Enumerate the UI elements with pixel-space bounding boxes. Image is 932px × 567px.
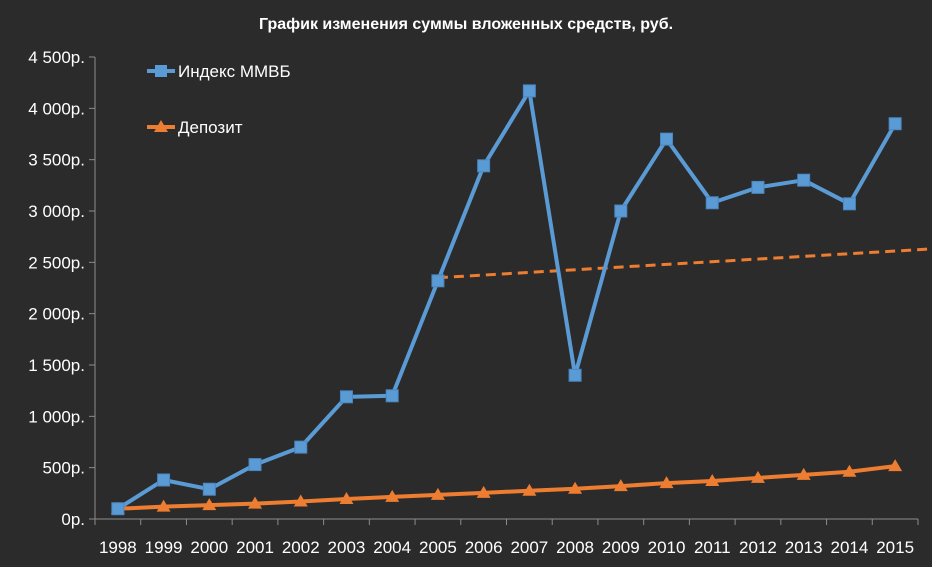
- x-tick-label: 2013: [785, 538, 823, 557]
- legend-label: Депозит: [178, 118, 243, 137]
- data-point: [248, 458, 262, 472]
- legend-item-mmvb: Индекс ММВБ: [147, 62, 291, 81]
- data-point: [842, 197, 856, 211]
- legend: Индекс ММВБ Депозит: [147, 62, 291, 137]
- legend-marker: [154, 120, 168, 132]
- series-mmvb: [111, 84, 902, 516]
- data-point: [888, 117, 902, 131]
- x-tick-label: 1998: [99, 538, 137, 557]
- series-deposit: [110, 459, 903, 514]
- legend-marker: [155, 65, 167, 77]
- trendline: [437, 247, 928, 280]
- trendline-layer: [437, 247, 928, 280]
- data-point: [797, 173, 811, 187]
- x-tick-label: 2009: [602, 538, 640, 557]
- data-point: [430, 487, 445, 500]
- y-tick-label: 3 500р.: [28, 151, 85, 170]
- chart-title: График изменения суммы вложенных средств…: [259, 16, 673, 33]
- data-point: [705, 196, 719, 210]
- series-layer: [110, 84, 903, 516]
- x-tick-label: 2012: [739, 538, 777, 557]
- x-tick-label: 2004: [373, 538, 411, 557]
- x-tick-label: 2000: [190, 538, 228, 557]
- legend-item-deposit: Депозит: [147, 118, 243, 137]
- data-point: [385, 489, 400, 502]
- x-tick-label: 2015: [876, 538, 914, 557]
- y-tick-label: 1 000р.: [28, 407, 85, 426]
- data-point: [339, 491, 354, 504]
- x-tick-label: 2001: [236, 538, 274, 557]
- data-point: [111, 502, 125, 516]
- data-point: [888, 459, 903, 472]
- data-point: [522, 483, 537, 496]
- data-point: [614, 204, 628, 218]
- x-tick-label: 2002: [282, 538, 320, 557]
- data-point: [294, 440, 308, 454]
- data-point: [705, 474, 720, 487]
- y-tick-label: 1 500р.: [28, 356, 85, 375]
- x-tick-label: 2003: [328, 538, 366, 557]
- x-tick-label: 2011: [694, 538, 731, 557]
- data-point: [202, 482, 216, 496]
- data-point: [522, 84, 536, 98]
- data-point: [477, 159, 491, 173]
- axes: 0р. 500р. 1 000р. 1 500р. 2 000р. 2 500р. 3 00…: [28, 48, 919, 557]
- x-tick-label: 2014: [831, 538, 869, 557]
- y-tick-label: 2 000р.: [28, 305, 85, 324]
- data-point: [202, 498, 217, 511]
- data-point: [842, 464, 857, 477]
- data-point: [796, 467, 811, 480]
- y-tick-label: 500р.: [42, 459, 85, 478]
- y-tick-label: 3 000р.: [28, 202, 85, 221]
- x-tick-label: 2007: [510, 538, 548, 557]
- x-tick-label: 2006: [465, 538, 503, 557]
- x-tick-label: 2005: [419, 538, 457, 557]
- data-point: [248, 496, 263, 509]
- data-point: [613, 479, 628, 492]
- data-point: [659, 476, 674, 489]
- series-line: [117, 464, 896, 511]
- data-point: [750, 470, 765, 483]
- y-tick-label: 2 500р.: [28, 253, 85, 272]
- data-point: [568, 481, 583, 494]
- legend-label: Индекс ММВБ: [178, 62, 291, 81]
- data-point: [385, 389, 399, 403]
- y-tick-label: 4 000р.: [28, 99, 85, 118]
- data-point: [156, 499, 171, 512]
- data-point: [431, 274, 445, 288]
- x-tick-label: 2010: [648, 538, 686, 557]
- data-point: [157, 473, 171, 487]
- y-tick-label: 0р.: [61, 510, 85, 529]
- y-tick-label: 4 500р.: [28, 48, 85, 67]
- x-tick-label: 2008: [556, 538, 594, 557]
- data-point: [339, 390, 353, 404]
- x-tick-label: 1999: [145, 538, 183, 557]
- data-point: [660, 132, 674, 146]
- data-point: [568, 368, 582, 382]
- data-point: [751, 180, 765, 194]
- series-line: [116, 88, 897, 511]
- data-point: [293, 494, 308, 507]
- data-point: [476, 485, 491, 498]
